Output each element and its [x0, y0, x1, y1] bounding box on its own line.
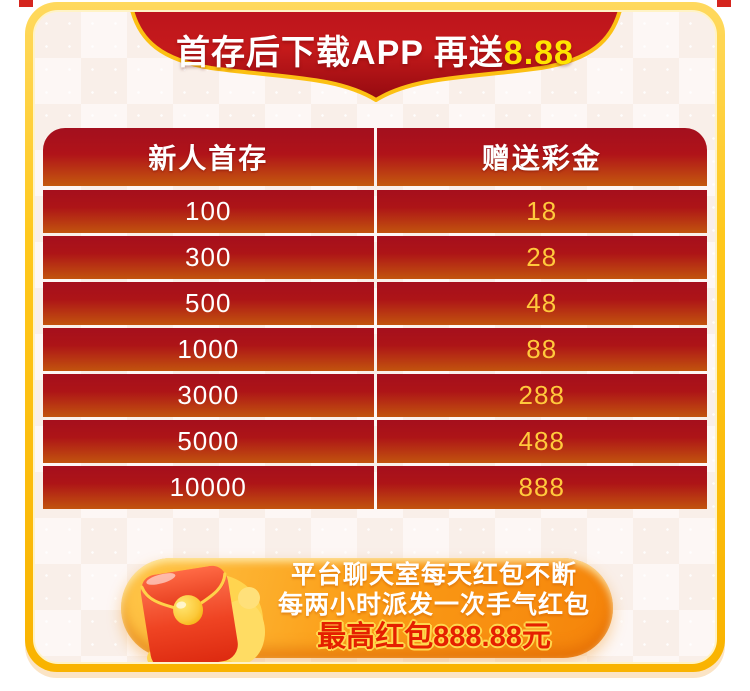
- bonus-cell: 888: [376, 466, 707, 509]
- bonus-cell: 288: [376, 374, 707, 417]
- bonus-cell: 88: [376, 328, 707, 371]
- header-cell-deposit: 新人首存: [43, 128, 374, 186]
- bonus-cell: 18: [376, 190, 707, 233]
- deposit-cell: 5000: [43, 420, 374, 463]
- header-cell-bonus: 赠送彩金: [376, 128, 707, 186]
- promo-text: 平台聊天室每天红包不断 每两小时派发一次手气红包 最高红包888.88元: [261, 558, 607, 658]
- promo-line-3: 最高红包888.88元: [317, 621, 551, 654]
- envelope-body: [140, 565, 238, 662]
- deposit-bonus-table: 新人首存 赠送彩金 100 18 300 28 500 48 1000 88 3000 288 50…: [43, 128, 707, 512]
- deposit-cell: 3000: [43, 374, 374, 417]
- page-content: 首存后下载APP 再送8.88 新人首存 赠送彩金 100 18 300 28 500 4…: [33, 10, 717, 664]
- promo-line-2: 每两小时派发一次手气红包: [277, 590, 590, 619]
- banner-title: 首存后下载APP 再送8.88: [35, 25, 715, 74]
- banner-title-highlight: 8.88: [503, 34, 574, 72]
- promo-line-1: 平台聊天室每天红包不断: [290, 561, 577, 590]
- deposit-cell: 100: [43, 190, 374, 233]
- table-header-row: 新人首存 赠送彩金: [43, 128, 707, 186]
- table-row: 3000 288: [43, 374, 707, 417]
- table-row: 5000 488: [43, 420, 707, 463]
- top-left-ribbon-notch: [19, 0, 33, 7]
- top-right-ribbon-notch: [717, 0, 731, 7]
- table-rows: 100 18 300 28 500 48 1000 88 3000 288 5000 488 10000…: [43, 190, 707, 509]
- top-banner: 首存后下载APP 再送8.88: [35, 12, 715, 116]
- table-row: 500 48: [43, 282, 707, 325]
- bonus-cell: 488: [376, 420, 707, 463]
- bonus-cell: 28: [376, 236, 707, 279]
- banner-ribbon-shape: [130, 12, 622, 102]
- table-row: 100 18: [43, 190, 707, 233]
- table-row: 1000 88: [43, 328, 707, 371]
- deposit-cell: 10000: [43, 466, 374, 509]
- banner-title-main: 首存后下载APP 再送: [176, 34, 504, 72]
- bonus-cell: 48: [376, 282, 707, 325]
- table-row: 10000 888: [43, 466, 707, 509]
- page-frame: 首存后下载APP 再送8.88 新人首存 赠送彩金 100 18 300 28 500 4…: [25, 2, 725, 672]
- table-row: 300 28: [43, 236, 707, 279]
- deposit-cell: 500: [43, 282, 374, 325]
- deposit-cell: 1000: [43, 328, 374, 371]
- deposit-cell: 300: [43, 236, 374, 279]
- red-envelope-icon: [140, 565, 265, 662]
